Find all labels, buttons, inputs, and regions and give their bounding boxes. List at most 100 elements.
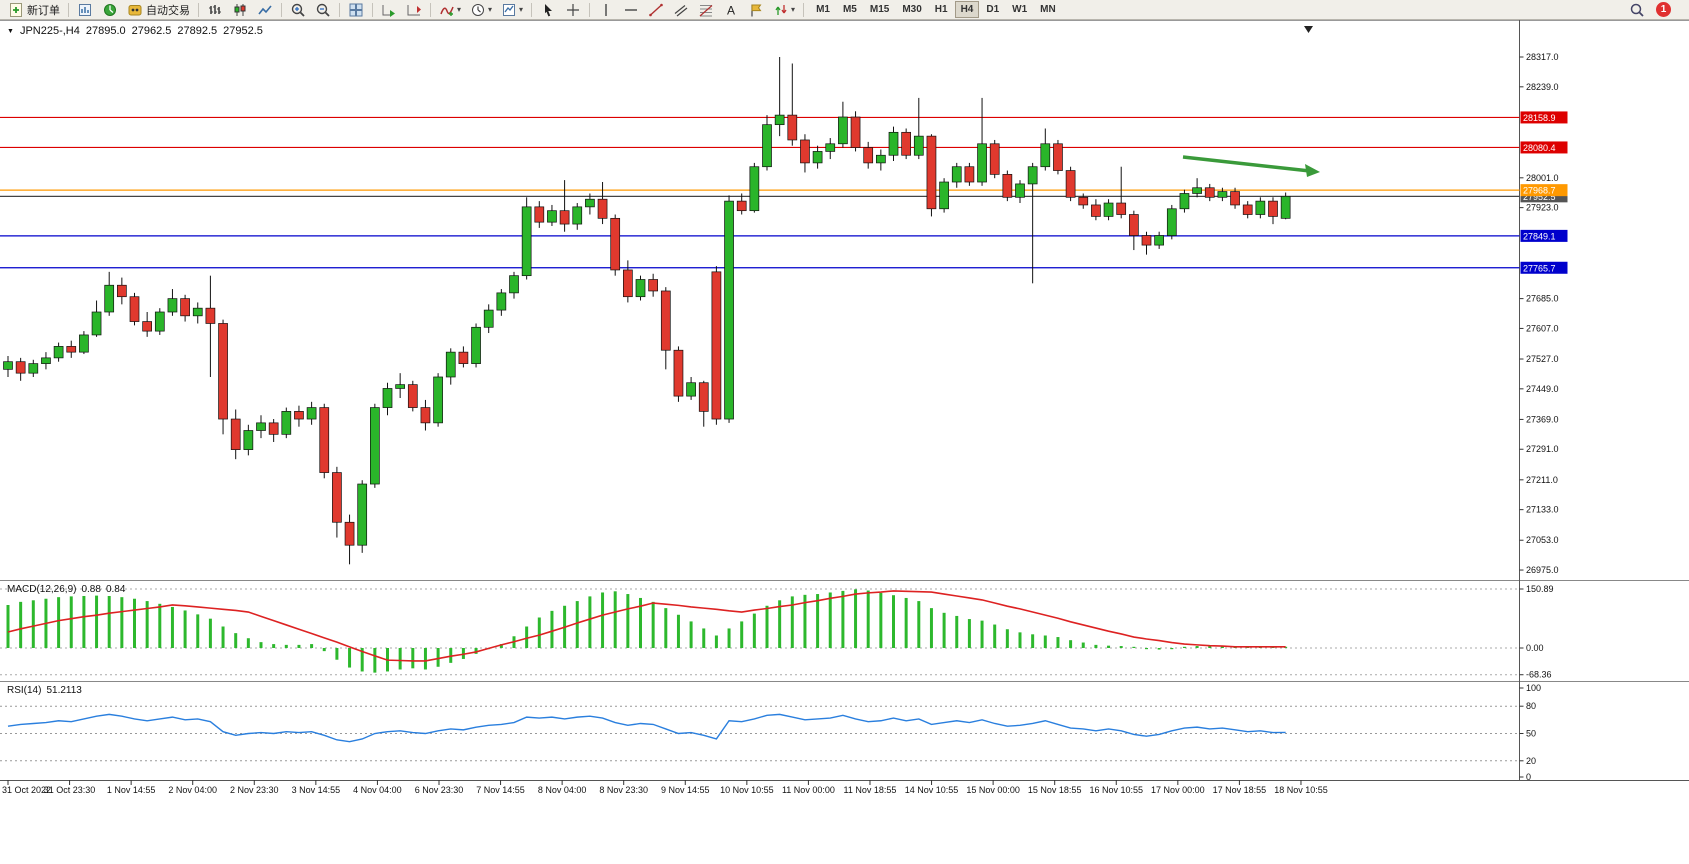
candle	[1040, 143, 1051, 168]
time-label: 15 Nov 00:00	[966, 785, 1020, 795]
auto-scroll-button[interactable]	[377, 0, 401, 20]
candle	[496, 292, 507, 311]
horizontal-line-icon	[625, 8, 638, 11]
candle	[964, 166, 975, 183]
rsi-axis-label: 50	[1526, 729, 1536, 739]
line-chart-button[interactable]	[253, 0, 277, 20]
text-tool-button[interactable]: A	[719, 0, 743, 20]
timeframe-MN[interactable]: MN	[1040, 4, 1056, 15]
candle	[597, 198, 608, 219]
chart-menu-icon[interactable]: ▼	[7, 27, 14, 35]
time-label: 18 Nov 10:55	[1274, 785, 1328, 795]
search-button[interactable]	[1625, 0, 1649, 20]
price-label: 27369.0	[1526, 414, 1559, 424]
new-order-label: 新订单	[27, 4, 60, 17]
chevron-down-icon: ▾	[519, 5, 524, 14]
zoom-in-button[interactable]	[286, 0, 310, 20]
timeframe-M30[interactable]: M30	[902, 4, 922, 15]
price-label: 27527.0	[1526, 354, 1559, 364]
price-chart[interactable]: 28317.0 28239.0 28001.0 27923.0 27685.0 27607…	[0, 20, 1689, 864]
candlestick-chart-button[interactable]	[228, 0, 252, 20]
timeframe-M1[interactable]: M1	[816, 4, 830, 15]
candle	[736, 200, 747, 212]
tile-windows-button[interactable]	[344, 0, 368, 20]
price-badge	[1520, 184, 1568, 197]
fibonacci-icon	[699, 4, 713, 16]
candle	[875, 154, 886, 164]
indicators-button[interactable]: ▾	[435, 0, 465, 20]
candle	[863, 147, 874, 164]
chart-title: ▼ JPN225-,H4 27895.0 27962.5 27892.5 279…	[7, 25, 263, 37]
label-tool-button[interactable]	[744, 0, 768, 20]
notification-badge[interactable]: 1	[1656, 2, 1671, 17]
fibonacci-button[interactable]	[694, 0, 718, 20]
crosshair-button[interactable]	[561, 0, 585, 20]
bar-chart-button[interactable]	[203, 0, 227, 20]
timeframe-W1[interactable]: W1	[1012, 4, 1028, 15]
autotrading-button[interactable]: 自动交易	[123, 0, 194, 20]
candle	[268, 422, 279, 435]
time-label: 31 Oct 2022	[2, 785, 51, 795]
arrows-tool-button[interactable]: ▾	[769, 0, 799, 20]
cursor-button[interactable]	[536, 0, 560, 20]
time-label: 14 Nov 10:55	[905, 785, 959, 795]
toolbar-separator	[372, 2, 373, 17]
price-label: 28239.0	[1526, 82, 1559, 92]
timeframe-H4[interactable]: H4	[954, 1, 980, 18]
time-label: 17 Nov 00:00	[1151, 785, 1205, 795]
candle	[825, 143, 836, 152]
timeframe-M15[interactable]: M15	[869, 4, 890, 15]
periods-icon	[472, 3, 485, 16]
toolbar-separator	[531, 2, 533, 17]
timeframe-D1[interactable]: D1	[986, 4, 1000, 15]
macd-axis-label: 0.00	[1526, 643, 1544, 653]
candle	[800, 139, 810, 164]
chevron-down-icon: ▾	[488, 5, 493, 14]
candle	[547, 210, 557, 223]
periods-button[interactable]: ▾	[466, 0, 496, 20]
horizontal-line-button[interactable]	[619, 0, 643, 20]
zoom-out-button[interactable]	[311, 0, 335, 20]
trendline-button[interactable]	[644, 0, 668, 20]
candle	[53, 346, 64, 359]
new-chart-icon	[79, 3, 91, 16]
new-order-icon	[10, 2, 22, 17]
vertical-line-button[interactable]	[594, 0, 618, 20]
candle	[205, 307, 216, 324]
toolbar-separator	[430, 2, 431, 17]
new-chart-button[interactable]	[73, 0, 97, 20]
rsi-indicator-label: RSI(14) 51.2113	[7, 685, 82, 696]
time-label: 1 Nov 14:55	[107, 785, 156, 795]
candle	[572, 206, 583, 225]
price-badge-label: 28158.9	[1523, 113, 1556, 123]
candle	[1204, 187, 1215, 198]
trend-arrow[interactable]	[1182, 155, 1311, 173]
price-label: 27211.0	[1526, 475, 1558, 485]
time-label: 2 Nov 04:00	[168, 785, 217, 795]
autotrading-icon	[128, 4, 142, 15]
timeframe-H1[interactable]: H1	[934, 4, 948, 15]
price-badge	[1520, 141, 1568, 154]
trend-arrow-head	[1305, 164, 1320, 177]
new-order-button[interactable]: 新订单	[4, 0, 64, 20]
chart-shift-marker[interactable]	[1304, 26, 1313, 33]
search-icon	[1630, 3, 1644, 17]
time-label: 17 Nov 18:55	[1213, 785, 1267, 795]
zoom-out-icon	[316, 3, 330, 17]
channel-button[interactable]	[669, 0, 693, 20]
crosshair-icon	[567, 3, 580, 16]
price-badge-label: 27952.5	[1523, 192, 1556, 202]
rsi-axis-label: 0	[1526, 772, 1531, 782]
chart-shift-button[interactable]	[402, 0, 426, 20]
profiles-button[interactable]	[98, 0, 122, 20]
auto-scroll-icon	[382, 4, 395, 17]
svg-text:A: A	[727, 3, 735, 17]
price-badge-label: 27765.7	[1523, 263, 1556, 273]
candle	[787, 114, 798, 141]
timeframe-M5[interactable]: M5	[842, 4, 857, 15]
macd-value-2: 0.84	[105, 584, 126, 595]
candle	[154, 311, 165, 332]
time-label: 11 Nov 18:55	[844, 785, 897, 795]
templates-button[interactable]: ▾	[497, 0, 527, 20]
candle	[319, 407, 330, 473]
